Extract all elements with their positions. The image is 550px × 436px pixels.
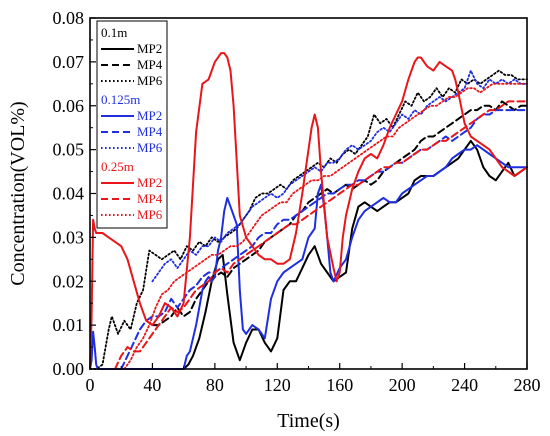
legend-series-label: MP2 (137, 175, 162, 190)
legend-series-label: MP2 (137, 41, 162, 56)
series-line-0.125m-MP2 (89, 144, 528, 370)
legend: 0.1mMP2MP4MP60.125mMP2MP4MP60.25mMP2MP4M… (96, 20, 168, 229)
x-tick-label: 160 (326, 375, 353, 395)
legend-group-title: 0.125m (101, 92, 140, 107)
legend-series-label: MP6 (137, 140, 163, 155)
series-layer (89, 52, 528, 370)
legend-series-label: MP2 (137, 108, 162, 123)
series-line-0.25m-MP4 (114, 100, 528, 370)
y-tick-label: 0.04 (53, 184, 85, 204)
x-axis-label: Time(s) (277, 410, 340, 432)
ticks-layer: 0 40 80 120 160 200 240 280 0.00 0.01 0.02 0.03 0.04… (53, 8, 541, 395)
series-line-0.1m-MP2 (182, 139, 528, 370)
series-line-0.25m-MP6 (123, 82, 528, 370)
y-tick-label: 0.02 (53, 271, 85, 291)
y-tick-label: 0.06 (53, 96, 85, 116)
legend-series-label: MP4 (137, 191, 163, 206)
y-tick-label: 0.03 (53, 227, 85, 247)
legend-series-label: MP4 (137, 57, 163, 72)
legend-series-label: MP4 (137, 124, 163, 139)
x-tick-label: 0 (86, 375, 95, 395)
y-tick-label: 0.01 (53, 315, 85, 335)
y-tick-label: 0.07 (53, 52, 85, 72)
legend-box (96, 20, 168, 229)
y-tick-label: 0.08 (53, 8, 85, 28)
legend-group-title: 0.25m (101, 159, 134, 174)
x-tick-label: 200 (389, 375, 416, 395)
series-line-0.125m-MP6 (151, 69, 528, 283)
x-tick-label: 80 (206, 375, 224, 395)
series-line-0.1m-MP6 (89, 69, 528, 370)
series-line-0.25m-MP2 (89, 52, 528, 370)
legend-series-label: MP6 (137, 73, 163, 88)
x-tick-label: 280 (514, 375, 541, 395)
x-tick-label: 120 (264, 375, 291, 395)
y-tick-label: 0.05 (53, 140, 85, 160)
legend-group-title: 0.1m (101, 25, 127, 40)
legend-series-label: MP6 (137, 207, 163, 222)
x-tick-label: 40 (143, 375, 161, 395)
x-tick-label: 240 (451, 375, 478, 395)
y-tick-label: 0.00 (53, 359, 85, 379)
y-axis-label: Concentration(VOL%) (7, 101, 29, 285)
